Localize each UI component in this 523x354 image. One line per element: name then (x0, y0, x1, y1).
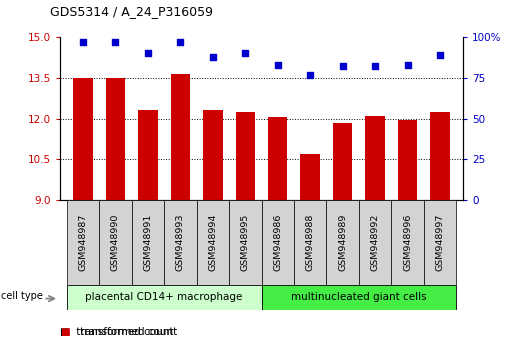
Bar (138, 110, 157, 200)
Point (111, 39, 120, 45)
Bar (73, 78, 93, 200)
Text: GSM948988: GSM948988 (306, 214, 315, 271)
Text: GSM948992: GSM948992 (371, 214, 380, 271)
Bar (229, 200, 262, 285)
Text: cell type: cell type (1, 291, 43, 301)
Text: ■: ■ (60, 327, 70, 337)
Text: GSM948987: GSM948987 (78, 214, 87, 271)
Bar (424, 200, 457, 285)
Text: multinucleated giant cells: multinucleated giant cells (291, 292, 427, 302)
Bar (326, 200, 359, 285)
Text: GSM948996: GSM948996 (403, 214, 412, 271)
Bar (268, 117, 288, 200)
Bar (301, 154, 320, 200)
Bar (170, 74, 190, 200)
Point (274, 62, 282, 68)
Text: transformed count: transformed count (80, 327, 177, 337)
Text: GSM948991: GSM948991 (143, 214, 152, 271)
Bar (430, 112, 450, 200)
Text: GSM948989: GSM948989 (338, 214, 347, 271)
Point (241, 51, 249, 56)
Point (403, 62, 412, 68)
Point (338, 64, 347, 69)
Bar (398, 120, 417, 200)
Text: GSM948994: GSM948994 (208, 214, 217, 271)
Bar (294, 200, 326, 285)
Bar (66, 285, 262, 310)
Point (209, 54, 217, 59)
Point (436, 52, 445, 58)
Text: GSM948990: GSM948990 (111, 214, 120, 271)
Text: placental CD14+ macrophage: placental CD14+ macrophage (85, 292, 243, 302)
Bar (333, 123, 353, 200)
Text: GDS5314 / A_24_P316059: GDS5314 / A_24_P316059 (50, 5, 213, 18)
Bar (203, 110, 222, 200)
Bar (99, 200, 132, 285)
Point (144, 51, 152, 56)
Point (78, 39, 87, 45)
Point (371, 64, 379, 69)
Point (176, 39, 185, 45)
Text: ■  transformed count: ■ transformed count (60, 327, 174, 337)
Bar (106, 78, 125, 200)
Bar (359, 200, 391, 285)
Bar (391, 200, 424, 285)
Bar (262, 285, 457, 310)
Bar (66, 200, 99, 285)
Point (306, 72, 314, 78)
Bar (164, 200, 197, 285)
Bar (132, 200, 164, 285)
Bar (262, 200, 294, 285)
Bar (366, 116, 385, 200)
Text: GSM948986: GSM948986 (273, 214, 282, 271)
Text: GSM948997: GSM948997 (436, 214, 445, 271)
Bar (197, 200, 229, 285)
Text: GSM948995: GSM948995 (241, 214, 250, 271)
Bar (235, 112, 255, 200)
Text: GSM948993: GSM948993 (176, 214, 185, 271)
